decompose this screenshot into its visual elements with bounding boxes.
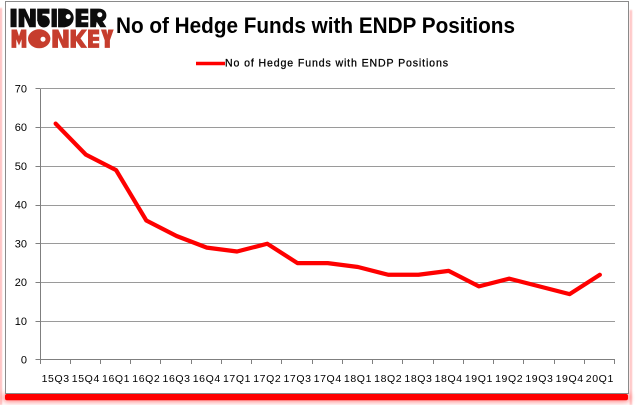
- svg-text:17Q4: 17Q4: [314, 373, 342, 385]
- svg-text:19Q1: 19Q1: [465, 373, 493, 385]
- svg-text:19Q2: 19Q2: [495, 373, 523, 385]
- svg-text:18Q3: 18Q3: [404, 373, 432, 385]
- svg-text:16Q2: 16Q2: [132, 373, 160, 385]
- svg-text:19Q4: 19Q4: [556, 373, 584, 385]
- svg-text:10: 10: [15, 316, 27, 328]
- svg-text:No of Hedge Funds with ENDP Po: No of Hedge Funds with ENDP Positions: [225, 58, 448, 70]
- svg-text:50: 50: [15, 161, 27, 173]
- svg-text:16Q1: 16Q1: [102, 373, 130, 385]
- svg-text:15Q3: 15Q3: [42, 373, 70, 385]
- svg-text:19Q3: 19Q3: [525, 373, 553, 385]
- svg-text:30: 30: [15, 238, 27, 250]
- svg-text:18Q2: 18Q2: [374, 373, 402, 385]
- svg-text:16Q4: 16Q4: [193, 373, 221, 385]
- svg-text:16Q3: 16Q3: [163, 373, 191, 385]
- svg-text:60: 60: [15, 122, 27, 134]
- svg-text:17Q1: 17Q1: [223, 373, 251, 385]
- svg-text:No of Hedge Funds with ENDP Po: No of Hedge Funds with ENDP Positions: [116, 13, 515, 38]
- svg-text:20: 20: [15, 277, 27, 289]
- svg-text:40: 40: [15, 200, 27, 212]
- svg-text:70: 70: [15, 83, 27, 95]
- svg-text:15Q4: 15Q4: [72, 373, 100, 385]
- svg-text:0: 0: [21, 355, 27, 367]
- svg-text:20Q1: 20Q1: [586, 373, 614, 385]
- svg-text:18Q4: 18Q4: [435, 373, 463, 385]
- svg-text:17Q2: 17Q2: [253, 373, 281, 385]
- svg-text:18Q1: 18Q1: [344, 373, 372, 385]
- svg-text:17Q3: 17Q3: [283, 373, 311, 385]
